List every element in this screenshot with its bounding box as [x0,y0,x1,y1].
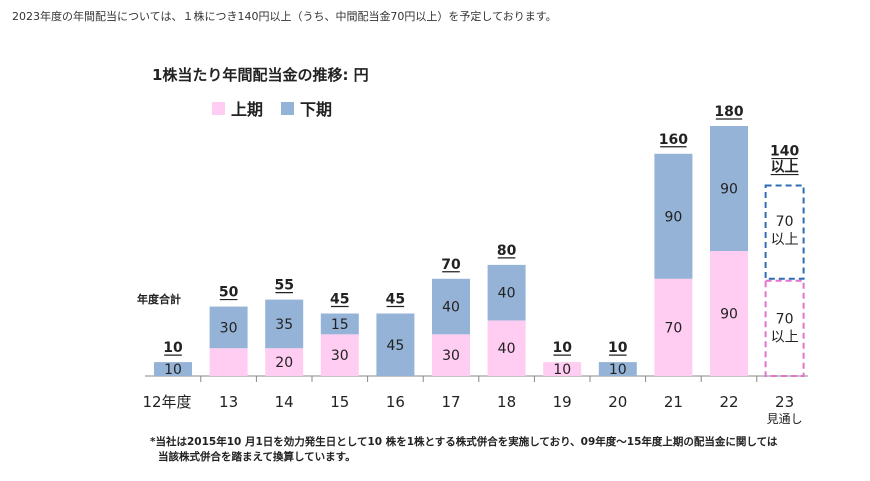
bar-segment-second-half [598,362,637,376]
data-label-first-half: 70 [776,311,794,327]
legend-swatch-second-half [281,101,295,115]
total-label: 以上 [771,160,799,176]
chart-title: 1株当たり年間配当金の推移: 円 [152,66,369,84]
x-tick-label: 16 [386,393,405,411]
x-tick-label: 20 [608,393,627,411]
data-label-second-half: 10 [609,362,627,378]
bar-segment-second-half [209,306,248,349]
total-label: 80 [497,243,517,259]
total-label: 140 [770,144,799,160]
bar-segment-first-half [487,320,526,376]
total-label: 70 [441,257,461,273]
total-caption: 年度合計 [137,293,181,306]
legend-swatch-first-half [212,101,225,115]
data-label-first-half: 90 [720,307,738,323]
data-label-first-half: 30 [442,348,460,364]
data-label-first-half: 10 [553,362,571,378]
forecast-bar-second-half [764,184,805,280]
x-tick-label: 21 [664,393,683,411]
bar-segment-second-half [654,153,693,279]
total-label: 10 [552,340,572,356]
x-tick-label: 23 [775,393,794,411]
x-tick-label: 13 [219,393,238,411]
bar-segment-first-half [209,348,248,376]
x-tick-label: 14 [275,393,294,411]
x-tick-label: 17 [441,393,460,411]
bar-segment-first-half [543,362,582,376]
legend-label-first-half: 上期 [231,100,264,119]
data-label-first-half: 以上 [771,329,799,345]
data-label-first-half: 40 [498,341,516,357]
legend-item-first-half: 上期 [212,96,263,120]
top-note: 2023年度の年間配当については、１株につき140円以上（うち、中間配当金70円… [12,10,557,23]
total-label: 50 [219,285,239,301]
data-label-second-half: 45 [386,338,404,354]
total-label: 10 [608,340,628,356]
data-label-first-half: 30 [331,348,349,364]
bar-segment-second-half [432,278,470,335]
bar-chart: 10 10 12年度 30 50 13 20 35 55 14 30 15 45 15 45 45 16 30 40… [142,104,808,426]
bar-segment-second-half [154,362,192,376]
total-label: 160 [659,132,688,148]
bar-segment-first-half [265,348,304,376]
data-label-second-half: 90 [720,182,738,198]
x-tick-label: 18 [497,393,516,411]
data-label-second-half: 30 [220,320,238,336]
footnote-line-2: 当該株式併合を踏まえて換算しています。 [158,451,356,463]
x-tick-label: 19 [553,393,572,411]
bar-segment-first-half [432,334,470,376]
total-label: 180 [714,104,743,120]
legend-item-second-half: 下期 [281,96,332,120]
data-label-first-half: 70 [664,320,682,336]
bar-segment-second-half [710,126,748,251]
x-tick-label: 12年度 [142,393,191,411]
data-label-second-half: 70 [776,214,794,230]
total-label: 55 [274,278,293,294]
x-tick-label: 22 [719,393,738,411]
x-tick-label: 15 [330,393,349,411]
footnote-line-1: *当社は2015年10 月1日を効力発生日として10 株を1株とする株式併合を実… [150,436,778,448]
footnote: *当社は2015年10 月1日を効力発生日として10 株を1株とする株式併合を実… [150,435,777,465]
bar-segment-second-half [320,313,359,335]
total-label: 45 [386,292,405,308]
total-label: 45 [330,292,349,308]
data-label-second-half: 40 [442,300,460,316]
bar-segment-second-half [487,264,526,321]
bar-segment-second-half [376,313,415,376]
legend: 上期 下期 [212,96,342,120]
data-label-second-half: 90 [664,209,682,225]
forecast-bar-first-half [764,279,805,377]
bar-segment-first-half [654,278,693,376]
legend-label-second-half: 下期 [300,100,333,119]
bar-segment-first-half [320,334,359,376]
data-label-second-half: 10 [164,362,182,378]
data-label-second-half: 15 [331,317,349,333]
bar-segment-second-half [265,299,304,349]
total-label: 10 [163,340,183,356]
data-label-second-half: 以上 [771,232,799,248]
data-label-second-half: 35 [275,317,293,333]
x-tick-sublabel: 見通し [767,412,803,426]
data-label-second-half: 40 [498,286,516,302]
data-label-first-half: 20 [275,355,293,371]
bar-segment-first-half [710,251,748,376]
